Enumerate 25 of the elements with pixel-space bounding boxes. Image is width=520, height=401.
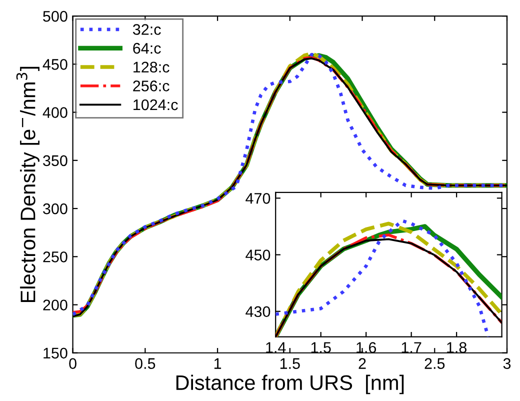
x-tick-label: 1 bbox=[214, 358, 222, 369]
y-tick-label: 200 bbox=[43, 300, 68, 310]
y-tick-label: 350 bbox=[43, 155, 68, 166]
y-tick-label: 300 bbox=[43, 203, 68, 214]
y-axis-title: Electron Density [e$^{−}$/nm$^{3}$] bbox=[16, 66, 40, 302]
x-tick-label: 0.5 bbox=[135, 358, 156, 369]
y-tick-label: 450 bbox=[42, 59, 68, 70]
x-tick-label: 0 bbox=[69, 358, 76, 369]
legend-label: 256:c bbox=[133, 80, 170, 92]
y-tick-label: 150 bbox=[44, 348, 68, 359]
legend-label: 64:c bbox=[133, 42, 161, 54]
legend-label: 128:c bbox=[134, 62, 170, 73]
x-tick-label: 2 bbox=[358, 358, 366, 369]
x-tick-label: 3 bbox=[503, 358, 511, 369]
y-tick-label: 450 bbox=[246, 250, 270, 260]
x-axis-title: Distance from URS [nm] bbox=[176, 374, 404, 394]
y-tick-label: 430 bbox=[246, 306, 270, 318]
x-tick-label: 2.5 bbox=[424, 358, 445, 369]
y-tick-label: 250 bbox=[43, 252, 68, 262]
y-tick-label: 470 bbox=[246, 193, 270, 204]
legend-label: 1024:c bbox=[134, 99, 178, 110]
y-tick-label: 500 bbox=[43, 10, 68, 22]
y-tick-label: 400 bbox=[42, 107, 68, 118]
x-tick-label: 1.5 bbox=[280, 358, 300, 369]
legend-label: 32:c bbox=[132, 24, 161, 35]
